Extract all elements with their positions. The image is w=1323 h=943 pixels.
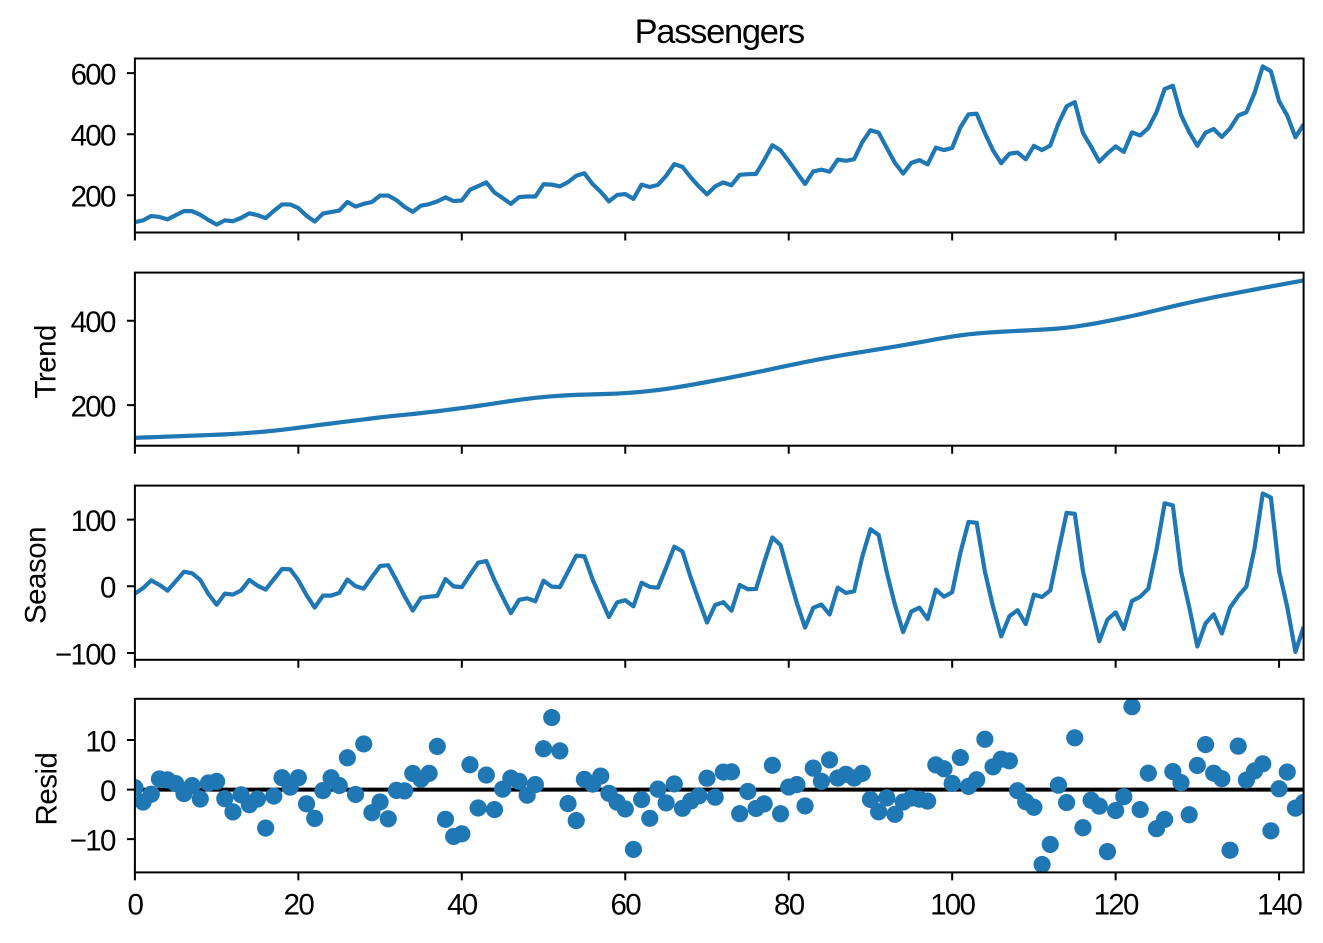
svg-text:60: 60 xyxy=(611,889,642,922)
svg-text:10: 10 xyxy=(85,725,116,758)
svg-text:Passengers: Passengers xyxy=(635,13,804,51)
svg-text:140: 140 xyxy=(1257,889,1302,922)
svg-text:400: 400 xyxy=(71,306,116,339)
svg-text:Trend: Trend xyxy=(29,325,62,398)
svg-text:100: 100 xyxy=(71,505,116,538)
svg-text:400: 400 xyxy=(71,120,116,153)
svg-text:200: 200 xyxy=(71,181,116,214)
svg-text:40: 40 xyxy=(447,889,478,922)
svg-text:Resid: Resid xyxy=(31,753,64,826)
svg-text:600: 600 xyxy=(71,58,116,91)
svg-text:100: 100 xyxy=(930,889,975,922)
svg-text:0: 0 xyxy=(128,889,144,922)
svg-text:0: 0 xyxy=(100,775,116,808)
svg-text:−10: −10 xyxy=(70,824,116,857)
svg-text:0: 0 xyxy=(100,572,116,605)
svg-text:20: 20 xyxy=(284,889,315,922)
svg-text:−100: −100 xyxy=(55,638,116,671)
svg-text:Season: Season xyxy=(20,527,53,624)
svg-text:80: 80 xyxy=(774,889,805,922)
svg-text:200: 200 xyxy=(71,390,116,423)
svg-text:120: 120 xyxy=(1094,889,1139,922)
